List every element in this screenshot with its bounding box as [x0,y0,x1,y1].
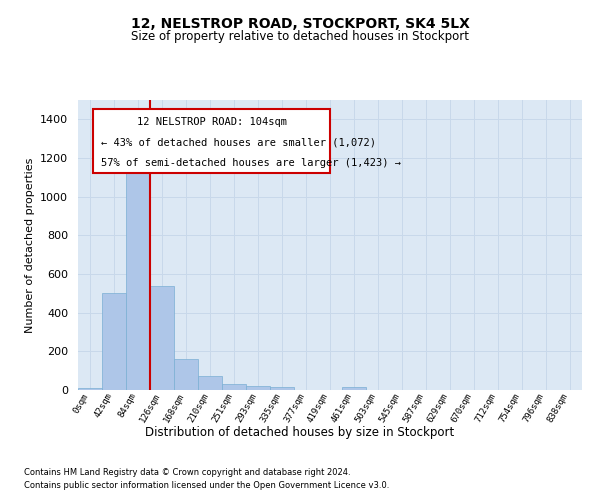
Text: Distribution of detached houses by size in Stockport: Distribution of detached houses by size … [145,426,455,439]
Bar [150,286,174,390]
Bar [174,359,198,390]
Text: 57% of semi-detached houses are larger (1,423) →: 57% of semi-detached houses are larger (… [101,158,401,168]
Bar [78,388,102,390]
Text: Size of property relative to detached houses in Stockport: Size of property relative to detached ho… [131,30,469,43]
Text: Contains HM Land Registry data © Crown copyright and database right 2024.: Contains HM Land Registry data © Crown c… [24,468,350,477]
Bar [342,387,366,390]
Bar [246,386,270,390]
Text: 12 NELSTROP ROAD: 104sqm: 12 NELSTROP ROAD: 104sqm [137,118,287,128]
Bar [222,384,246,390]
FancyBboxPatch shape [93,108,330,172]
Bar [198,376,222,390]
Bar [270,387,294,390]
Bar [126,150,150,390]
Bar [102,294,126,390]
Text: 12, NELSTROP ROAD, STOCKPORT, SK4 5LX: 12, NELSTROP ROAD, STOCKPORT, SK4 5LX [131,18,469,32]
Text: ← 43% of detached houses are smaller (1,072): ← 43% of detached houses are smaller (1,… [101,138,376,147]
Y-axis label: Number of detached properties: Number of detached properties [25,158,35,332]
Text: Contains public sector information licensed under the Open Government Licence v3: Contains public sector information licen… [24,480,389,490]
